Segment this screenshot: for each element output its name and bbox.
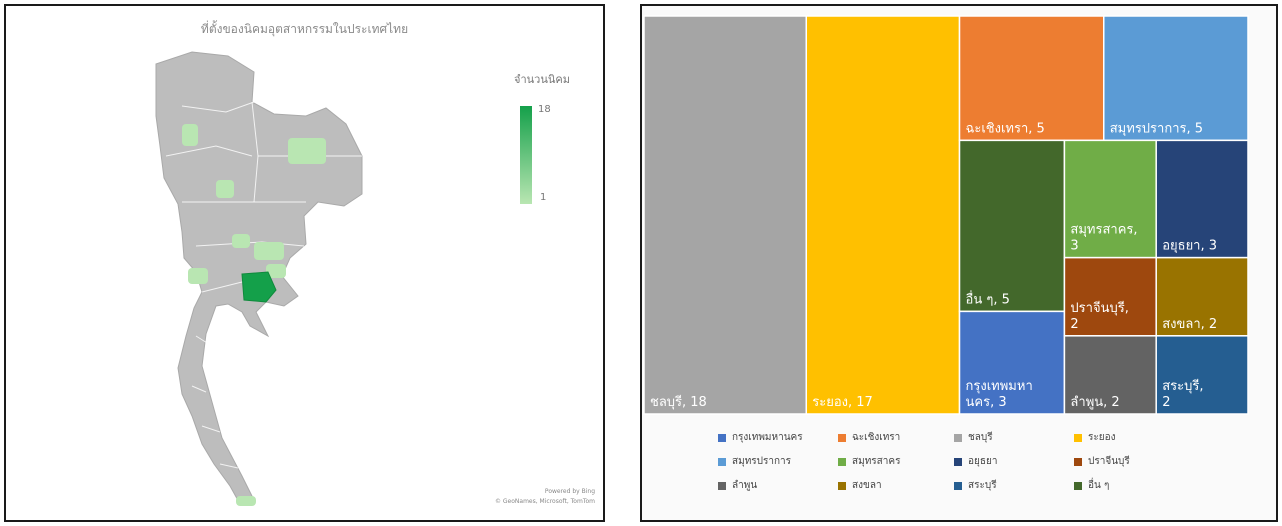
treemap-legend-item: สระบุรี [954, 478, 997, 493]
treemap-cell-label: สมุทรสาคร, [1070, 223, 1137, 238]
treemap-cell [805, 15, 961, 415]
treemap-legend-item: สงขลา [838, 478, 882, 493]
province-highlight [182, 124, 198, 146]
treemap-cell-label: ระยอง, 17 [812, 395, 873, 410]
treemap-cell-label: นคร, 3 [966, 395, 1007, 410]
legend-swatch [954, 457, 962, 466]
legend-swatch [838, 433, 846, 442]
treemap-cell [1063, 139, 1157, 259]
treemap-cell [1155, 256, 1249, 337]
legend-swatch [1074, 481, 1082, 490]
legend-label: อยุธยา [968, 456, 998, 467]
treemap-cell-label: ฉะเชิงเทรา, 5 [966, 121, 1045, 136]
treemap-cell-label: 2 [1162, 395, 1170, 410]
legend-label: สระบุรี [968, 480, 997, 491]
legend-swatch [954, 433, 962, 442]
map-credit-bing: Powered by Bing [544, 488, 595, 495]
treemap-cell [1063, 256, 1157, 337]
treemap-cell-label: สระบุรี, [1162, 378, 1203, 394]
province-highlight [232, 234, 250, 248]
treemap-panel: ชลบุรี, 18 ระยอง, 17 ฉะเชิงเทรา, 5 สมุทรปรา… [640, 4, 1278, 522]
treemap-cell [643, 15, 808, 415]
treemap-cell [958, 310, 1066, 415]
legend-swatch [1074, 457, 1082, 466]
treemap-legend-item: ฉะเชิงเทรา [838, 430, 900, 445]
map-legend-min: 1 [540, 192, 547, 203]
treemap-legend-item: กรุงเทพมหานคร [718, 430, 803, 445]
legend-label: สงขลา [852, 480, 882, 491]
province-map-panel: ที่ตั้งของนิคมอุตสาหกรรมในประเทศไทย จำนว… [4, 4, 605, 522]
legend-swatch [1074, 433, 1082, 442]
map-legend-title: จำนวนนิคม [514, 73, 570, 86]
legend-swatch [838, 457, 846, 466]
legend-swatch [718, 433, 726, 442]
legend-swatch [718, 481, 726, 490]
treemap-cell-label: ชลบุรี, 18 [650, 394, 707, 410]
treemap-cell [1155, 139, 1249, 259]
treemap-cell-label: สงขลา, 2 [1162, 317, 1217, 332]
treemap-cell [1063, 335, 1157, 415]
treemap-legend-item: สมุทรปราการ [718, 454, 791, 469]
map-title: ที่ตั้งของนิคมอุตสาหกรรมในประเทศไทย [200, 22, 409, 36]
treemap-legend-item: อยุธยา [954, 454, 997, 469]
province-highlight [266, 264, 286, 278]
treemap-legend-item: ระยอง [1074, 430, 1116, 445]
treemap-legend-item: ลำพูน [718, 478, 757, 493]
legend-swatch [954, 481, 962, 490]
treemap-cell-label: 2 [1070, 317, 1078, 332]
legend-label: ปราจีนบุรี [1088, 456, 1130, 467]
province-border [201, 425, 221, 433]
treemap-cell [958, 139, 1066, 313]
province-highlight [254, 242, 284, 260]
map-legend-gradient [520, 106, 532, 204]
province-highlight [236, 496, 256, 506]
treemap-cell-label: ลำพูน, 2 [1070, 395, 1119, 410]
treemap-legend-item: ปราจีนบุรี [1074, 454, 1130, 469]
legend-label: ฉะเชิงเทรา [852, 432, 901, 443]
province-border [191, 385, 207, 393]
legend-swatch [838, 481, 846, 490]
legend-swatch [718, 457, 726, 466]
treemap-cell [1103, 15, 1249, 142]
treemap-legend-item: ชลบุรี [954, 430, 993, 445]
province-highlight [288, 138, 326, 164]
legend-label: ลำพูน [732, 480, 758, 491]
treemap-cell-label: กรุงเทพมหา [966, 379, 1033, 394]
province-highlight [216, 180, 234, 198]
legend-label: อื่น ๆ [1088, 480, 1110, 491]
treemap-legend-item: อื่น ๆ [1074, 478, 1109, 493]
province-border [219, 463, 239, 469]
map-credit-providers: © GeoNames, Microsoft, TomTom [494, 498, 595, 505]
province-border [195, 335, 213, 347]
province-border [181, 101, 255, 113]
province-highlight [188, 268, 208, 284]
treemap-cell [1155, 335, 1249, 415]
treemap-chart: ชลบุรี, 18 ระยอง, 17 ฉะเชิงเทรา, 5 สมุทรปรา… [643, 15, 1249, 415]
treemap-cell-label: อื่น ๆ, 5 [965, 290, 1010, 307]
treemap-legend-item: สมุทรสาคร [838, 454, 900, 469]
legend-label: ชลบุรี [968, 432, 993, 443]
treemap-cell-label: ปราจีนบุรี, [1070, 300, 1128, 316]
legend-label: สมุทรปราการ [732, 456, 792, 467]
province-max [241, 271, 277, 303]
treemap-cell-label: สมุทรปราการ, 5 [1110, 121, 1203, 136]
thailand-map [155, 51, 363, 506]
treemap-cell-label: 3 [1070, 239, 1078, 254]
legend-label: ระยอง [1088, 432, 1116, 443]
treemap-cell [958, 15, 1105, 142]
legend-label: สมุทรสาคร [852, 456, 901, 467]
map-legend-max: 18 [538, 104, 551, 115]
province-border [165, 145, 253, 157]
legend-label: กรุงเทพมหานคร [732, 432, 803, 443]
treemap-cell-label: อยุธยา, 3 [1162, 239, 1217, 254]
